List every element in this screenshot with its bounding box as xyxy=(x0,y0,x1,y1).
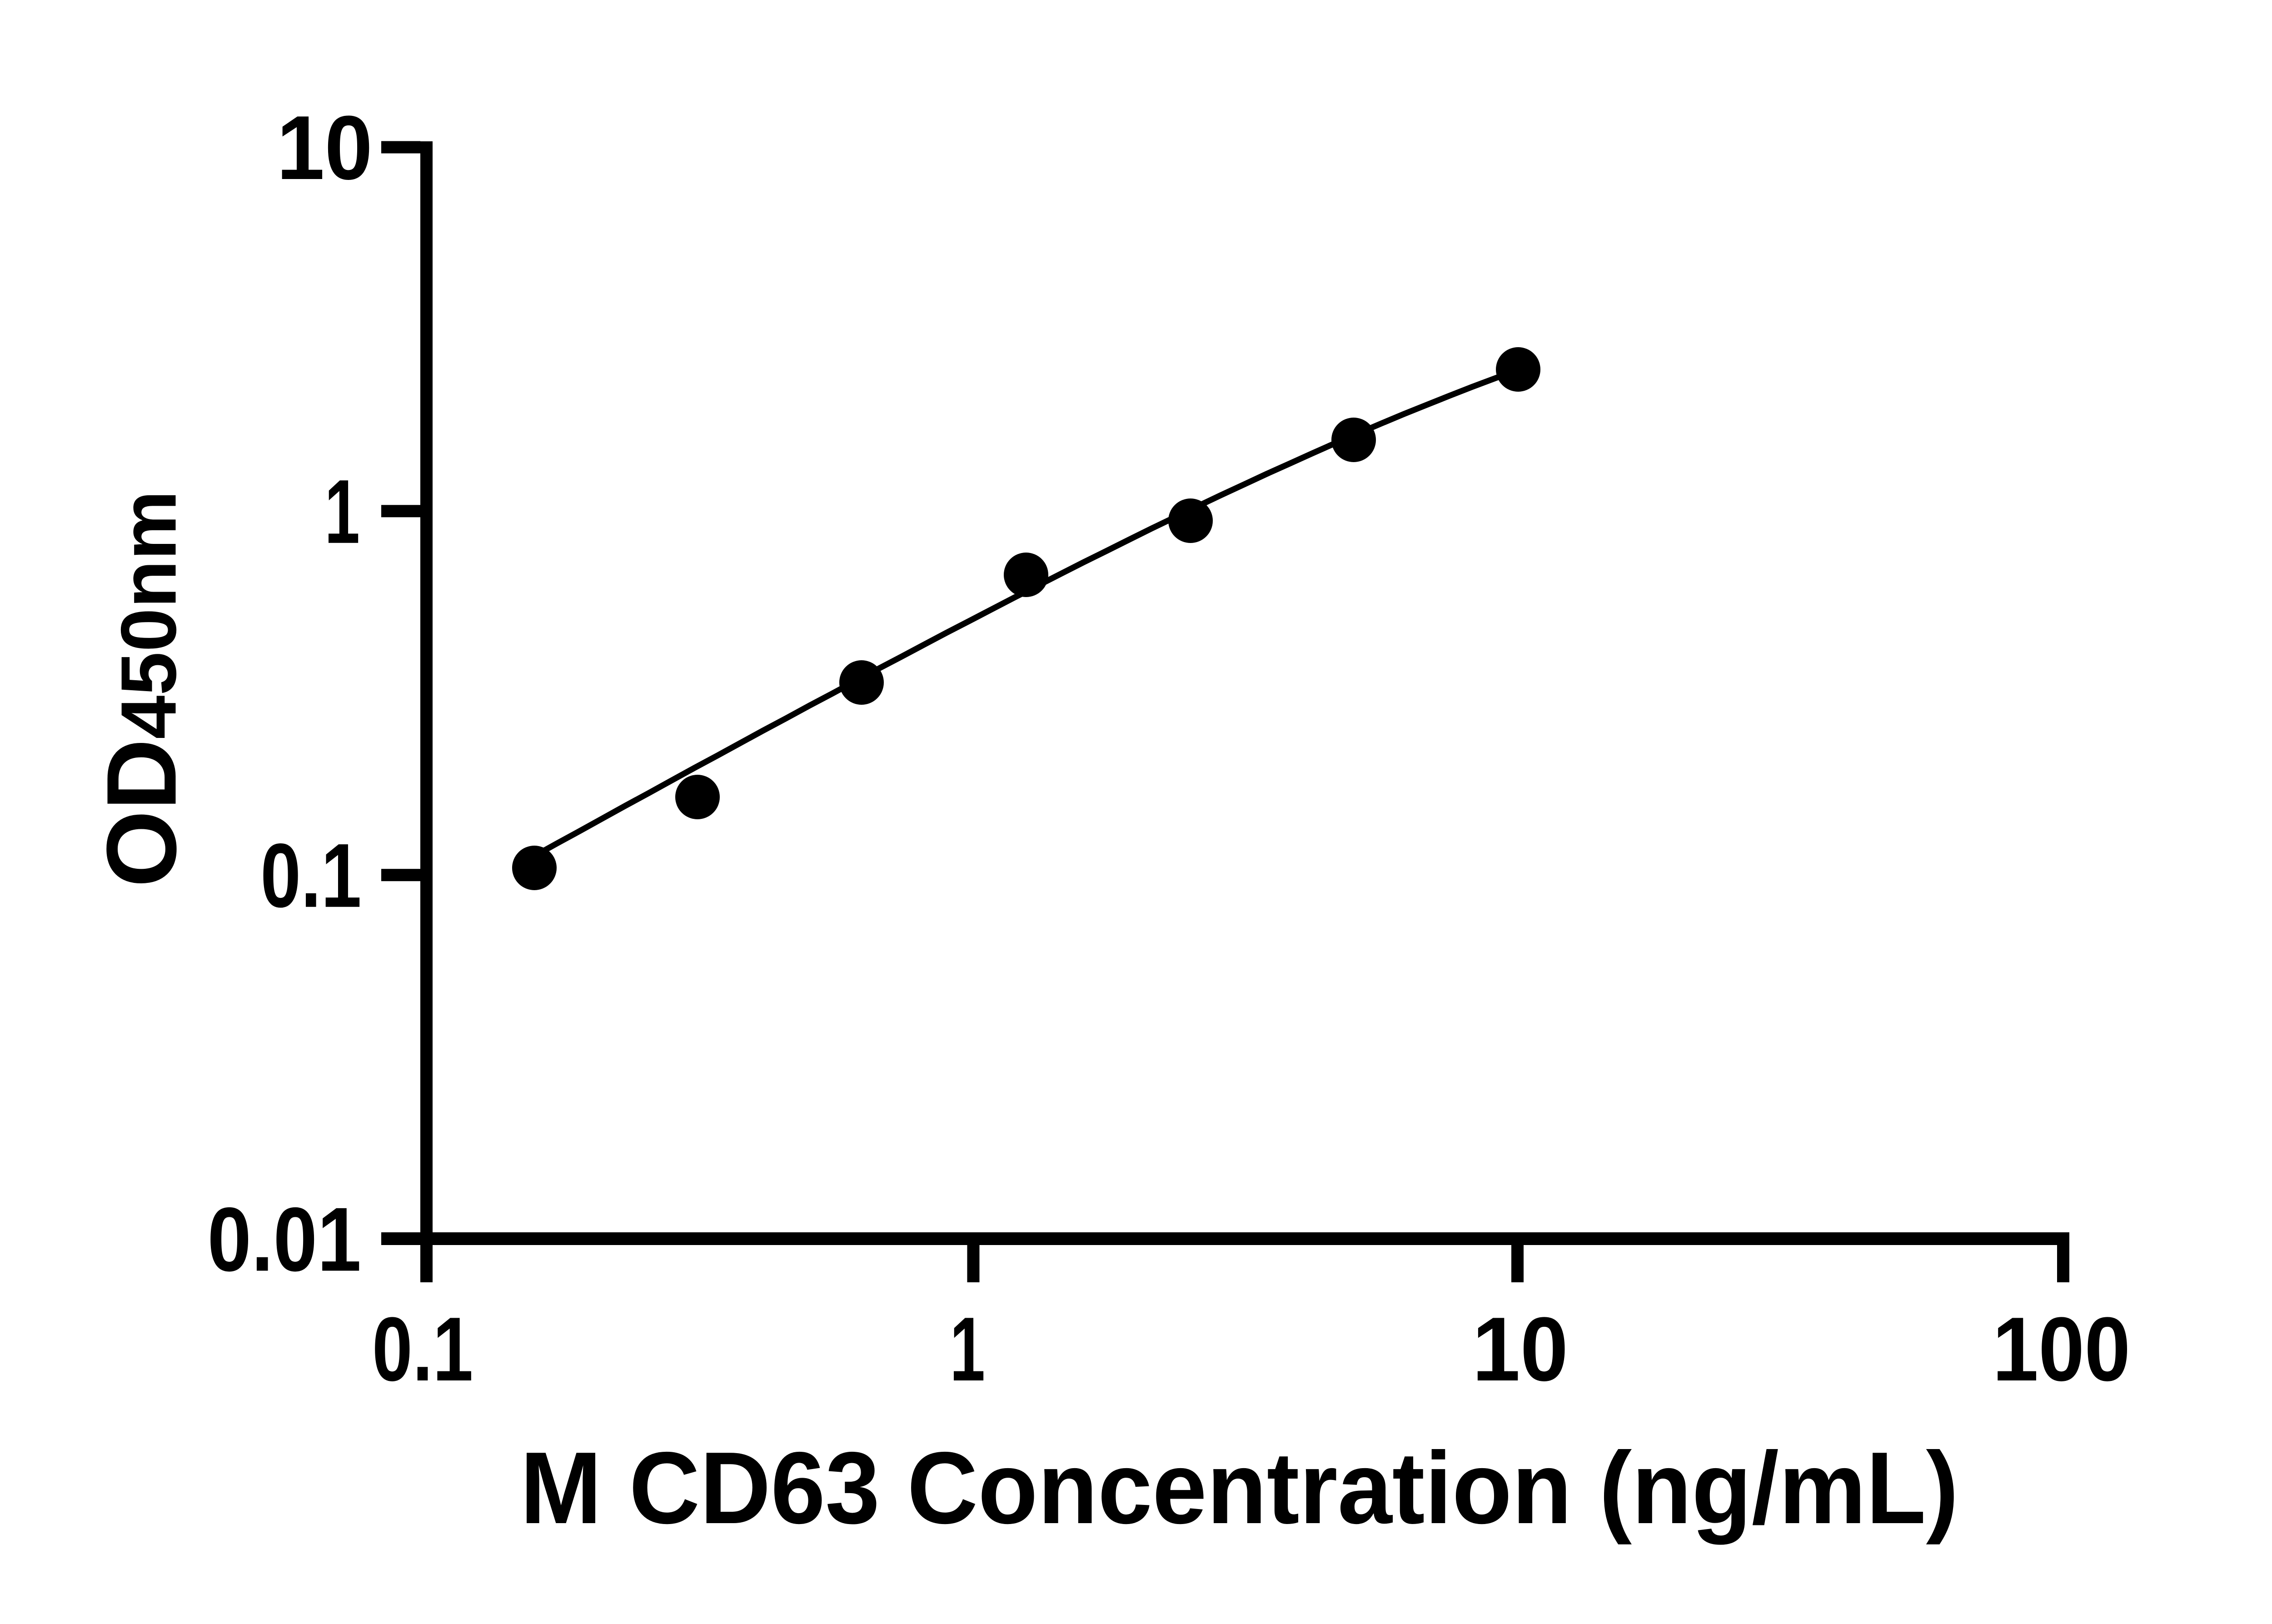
svg-text:10: 10 xyxy=(277,97,373,199)
svg-text:0.1: 0.1 xyxy=(260,825,361,927)
svg-text:0.01: 0.01 xyxy=(207,1188,361,1290)
svg-text:100: 100 xyxy=(1993,1298,2131,1400)
svg-text:0.1: 0.1 xyxy=(372,1299,473,1400)
svg-text:1: 1 xyxy=(324,461,360,563)
svg-text:OD: OD xyxy=(87,739,197,887)
svg-text:450nm: 450nm xyxy=(105,490,193,739)
svg-text:1: 1 xyxy=(950,1298,985,1400)
svg-text:10: 10 xyxy=(1472,1299,1568,1400)
svg-text:M CD63 Concentration (ng/mL): M CD63 Concentration (ng/mL) xyxy=(520,1430,1959,1545)
